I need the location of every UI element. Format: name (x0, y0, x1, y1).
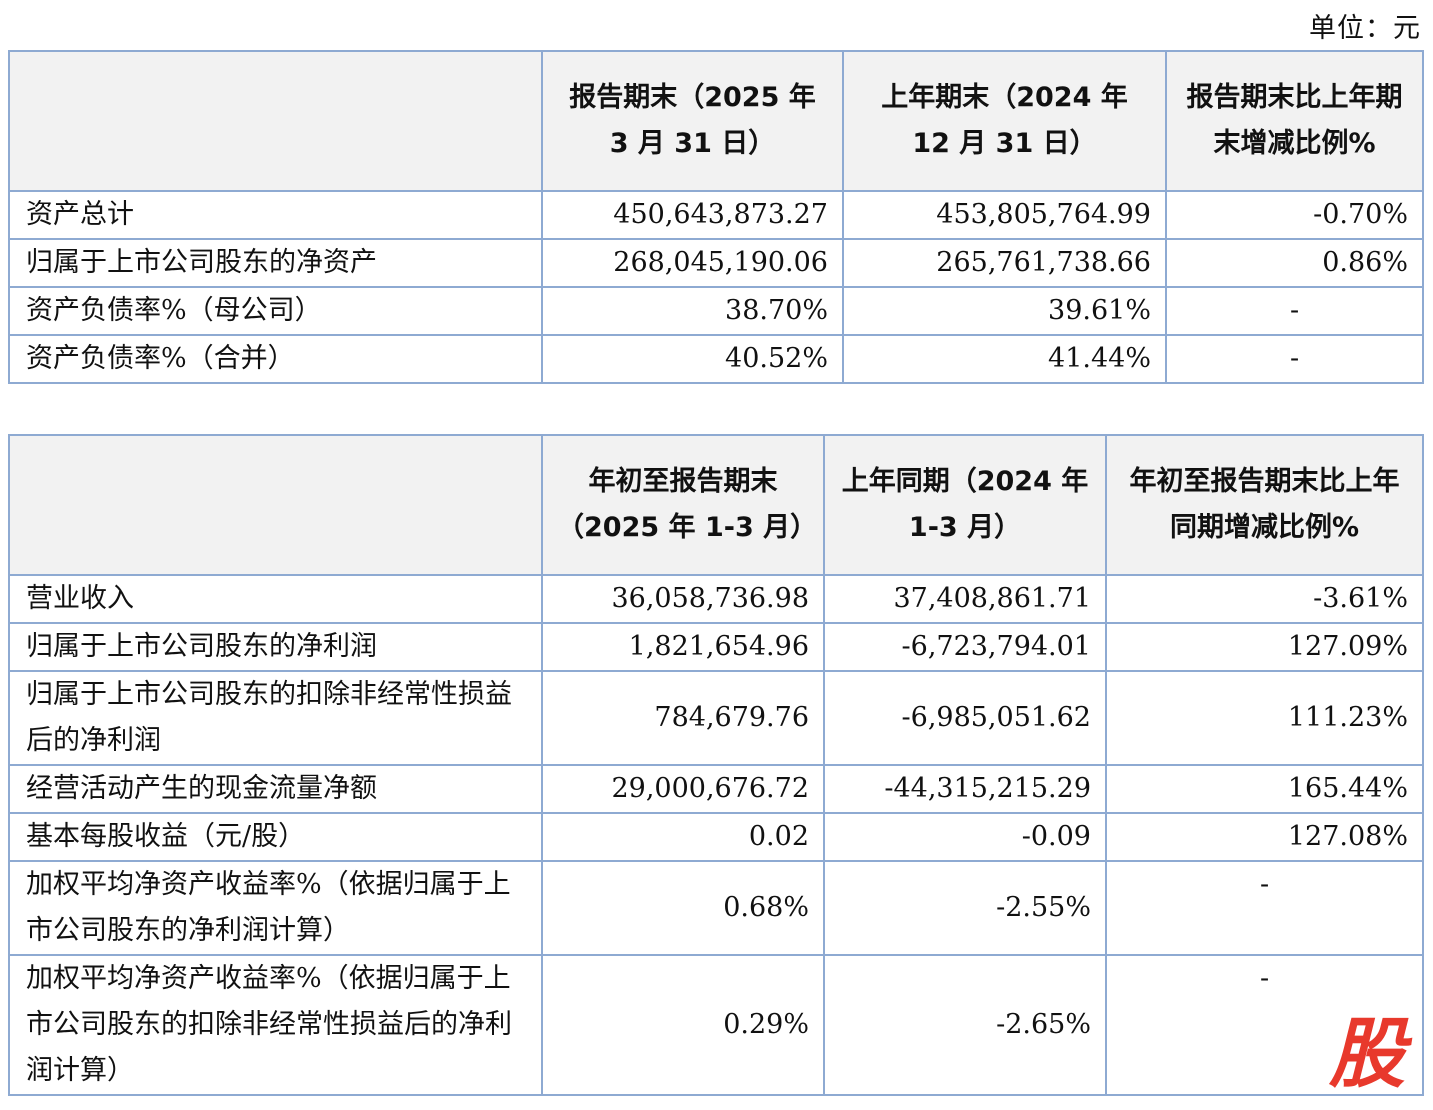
current-value: 29,000,676.72 (541, 764, 825, 814)
table-row: 归属于上市公司股东的净利润 1,821,654.96 -6,723,794.01… (8, 622, 1424, 672)
row-label: 营业收入 (8, 574, 543, 624)
previous-value: 265,761,738.66 (842, 238, 1167, 288)
current-value: 0.68% (541, 860, 825, 956)
row-label: 归属于上市公司股东的净资产 (8, 238, 543, 288)
header-change-ratio: 报告期末比上年期末增减比例% (1165, 50, 1424, 192)
header-corner-cell (8, 434, 543, 576)
row-label: 加权平均净资产收益率%（依据归属于上市公司股东的扣除非经常性损益后的净利润计算） (8, 954, 543, 1096)
change-value: - (1105, 860, 1424, 956)
current-value: 784,679.76 (541, 670, 825, 766)
table-row: 资产负债率%（母公司） 38.70% 39.61% - (8, 286, 1424, 336)
income-statement-table: 年初至报告期末（2025 年 1-3 月） 上年同期（2024 年 1-3 月）… (8, 434, 1424, 1096)
current-value: 0.29% (541, 954, 825, 1096)
current-value: 1,821,654.96 (541, 622, 825, 672)
previous-value: 41.44% (842, 334, 1167, 384)
table-row: 归属于上市公司股东的净资产 268,045,190.06 265,761,738… (8, 238, 1424, 288)
previous-value: 453,805,764.99 (842, 190, 1167, 240)
table-row: 加权平均净资产收益率%（依据归属于上市公司股东的扣除非经常性损益后的净利润计算）… (8, 954, 1424, 1096)
previous-value: -6,985,051.62 (823, 670, 1107, 766)
row-label: 资产负债率%（合并） (8, 334, 543, 384)
current-value: 40.52% (541, 334, 844, 384)
table-row: 经营活动产生的现金流量净额 29,000,676.72 -44,315,215.… (8, 764, 1424, 814)
table-row: 加权平均净资产收益率%（依据归属于上市公司股东的净利润计算） 0.68% -2.… (8, 860, 1424, 956)
table-header-row: 年初至报告期末（2025 年 1-3 月） 上年同期（2024 年 1-3 月）… (8, 434, 1424, 576)
previous-value: -2.65% (823, 954, 1107, 1096)
previous-value: -0.09 (823, 812, 1107, 862)
row-label: 归属于上市公司股东的净利润 (8, 622, 543, 672)
header-previous-period: 上年同期（2024 年 1-3 月） (823, 434, 1107, 576)
row-label: 基本每股收益（元/股） (8, 812, 543, 862)
change-value: -0.70% (1165, 190, 1424, 240)
previous-value: -2.55% (823, 860, 1107, 956)
header-current-period: 报告期末（2025 年 3 月 31 日） (541, 50, 844, 192)
current-value: 0.02 (541, 812, 825, 862)
previous-value: -6,723,794.01 (823, 622, 1107, 672)
row-label: 资产负债率%（母公司） (8, 286, 543, 336)
table-row: 营业收入 36,058,736.98 37,408,861.71 -3.61% (8, 574, 1424, 624)
current-value: 450,643,873.27 (541, 190, 844, 240)
current-value: 36,058,736.98 (541, 574, 825, 624)
previous-value: -44,315,215.29 (823, 764, 1107, 814)
header-current-period: 年初至报告期末（2025 年 1-3 月） (541, 434, 825, 576)
watermark-glyph: 股 (1328, 1014, 1413, 1092)
row-label: 加权平均净资产收益率%（依据归属于上市公司股东的净利润计算） (8, 860, 543, 956)
change-value: 165.44% (1105, 764, 1424, 814)
balance-sheet-table: 报告期末（2025 年 3 月 31 日） 上年期末（2024 年 12 月 3… (8, 50, 1424, 384)
header-previous-period: 上年期末（2024 年 12 月 31 日） (842, 50, 1167, 192)
watermark-logo: 股 (1328, 1014, 1413, 1092)
current-value: 268,045,190.06 (541, 238, 844, 288)
current-value: 38.70% (541, 286, 844, 336)
header-change-ratio: 年初至报告期末比上年同期增减比例% (1105, 434, 1424, 576)
change-value: 127.09% (1105, 622, 1424, 672)
table-header-row: 报告期末（2025 年 3 月 31 日） 上年期末（2024 年 12 月 3… (8, 50, 1424, 192)
change-value: - (1105, 954, 1424, 1096)
row-label: 归属于上市公司股东的扣除非经常性损益后的净利润 (8, 670, 543, 766)
change-value: -3.61% (1105, 574, 1424, 624)
table-row: 资产总计 450,643,873.27 453,805,764.99 -0.70… (8, 190, 1424, 240)
row-label: 资产总计 (8, 190, 543, 240)
unit-label: 单位：元 (1309, 13, 1421, 44)
table-row: 归属于上市公司股东的扣除非经常性损益后的净利润 784,679.76 -6,98… (8, 670, 1424, 766)
row-label: 经营活动产生的现金流量净额 (8, 764, 543, 814)
change-value: - (1165, 334, 1424, 384)
table-row: 资产负债率%（合并） 40.52% 41.44% - (8, 334, 1424, 384)
table-row: 基本每股收益（元/股） 0.02 -0.09 127.08% (8, 812, 1424, 862)
previous-value: 37,408,861.71 (823, 574, 1107, 624)
change-value: - (1165, 286, 1424, 336)
change-value: 111.23% (1105, 670, 1424, 766)
change-value: 0.86% (1165, 238, 1424, 288)
change-value: 127.08% (1105, 812, 1424, 862)
previous-value: 39.61% (842, 286, 1167, 336)
header-corner-cell (8, 50, 543, 192)
